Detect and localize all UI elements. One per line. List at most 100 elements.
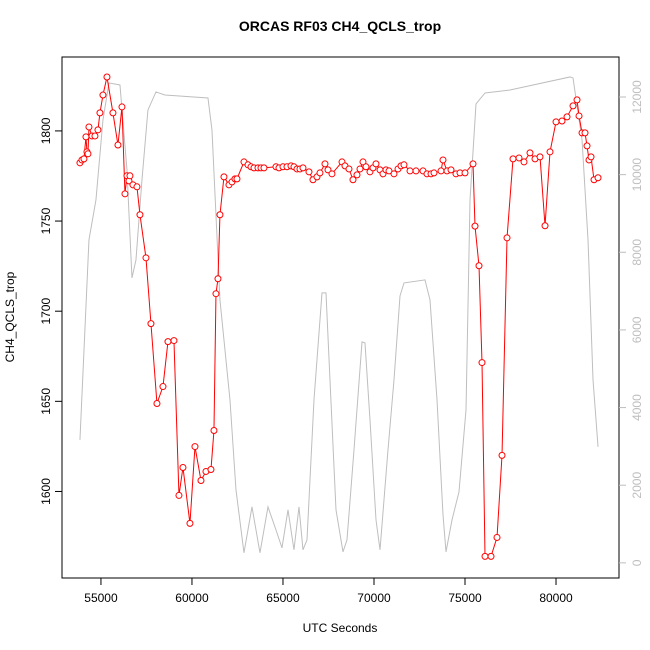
y2-tick-label: 4000 [630, 394, 644, 421]
data-point [385, 167, 393, 175]
data-point [406, 167, 414, 175]
data-point [321, 160, 329, 168]
data-point [175, 491, 183, 499]
data-point [345, 165, 353, 173]
data-point [299, 164, 307, 172]
data-point [503, 234, 511, 242]
x-tick-label: 65000 [266, 591, 300, 605]
data-point [359, 158, 367, 166]
data-point [153, 399, 161, 407]
data-point [164, 338, 172, 346]
data-point [400, 161, 408, 169]
data-point [121, 190, 129, 198]
data-point [212, 290, 220, 298]
data-point [569, 102, 577, 110]
data-point [353, 171, 361, 179]
data-point [493, 533, 501, 541]
data-point [179, 463, 187, 471]
data-point [412, 167, 420, 175]
data-point [356, 165, 364, 173]
data-point [197, 476, 205, 484]
y2-tick-label: 6000 [630, 316, 644, 343]
data-point [471, 222, 479, 230]
series-line [79, 76, 599, 557]
series-line [79, 76, 599, 553]
data-point [573, 96, 581, 104]
data-point [581, 129, 589, 137]
x-tick-label: 75000 [448, 591, 482, 605]
data-point [136, 211, 144, 219]
y-tick-label: 1650 [39, 388, 53, 415]
data-point [498, 451, 506, 459]
data-point [575, 112, 583, 120]
data-point [96, 109, 104, 117]
y2-tick-label: 10000 [630, 158, 644, 192]
data-point [536, 153, 544, 161]
data-point [362, 163, 370, 171]
data-point [159, 383, 167, 391]
data-point [80, 155, 88, 163]
x-tick-label: 55000 [84, 591, 118, 605]
data-point [207, 465, 215, 473]
y-tick-label: 1750 [39, 207, 53, 234]
data-point [91, 132, 99, 140]
data-point [316, 169, 324, 177]
data-point [541, 222, 549, 230]
data-point [191, 443, 199, 451]
data-point [447, 166, 455, 174]
data-point [461, 169, 469, 177]
data-point [437, 167, 445, 175]
data-point [558, 117, 566, 125]
data-point [118, 103, 126, 111]
data-point [82, 133, 90, 141]
data-point [233, 175, 241, 183]
data-point [390, 170, 398, 178]
data-point [133, 183, 141, 191]
data-point [509, 155, 517, 163]
y-tick-label: 1700 [39, 298, 53, 325]
data-point [594, 174, 602, 182]
x-tick-label: 60000 [175, 591, 209, 605]
chart-title: ORCAS RF03 CH4_QCLS_trop [239, 18, 441, 34]
data-point [147, 320, 155, 328]
data-point [260, 164, 268, 172]
data-point [220, 173, 228, 181]
data-point [126, 172, 134, 180]
y-tick-label: 1800 [39, 117, 53, 144]
data-point [214, 275, 222, 283]
data-point [85, 123, 93, 131]
data-point [475, 262, 483, 270]
data-point [305, 168, 313, 176]
data-point [142, 254, 150, 262]
data-point [526, 149, 534, 157]
y2-tick-label: 0 [630, 559, 644, 566]
x-tick-label: 80000 [539, 591, 573, 605]
data-point [372, 160, 380, 168]
data-point [216, 211, 224, 219]
x-axis-label: UTC Seconds [303, 621, 378, 635]
data-point [546, 148, 554, 156]
data-point [583, 142, 591, 150]
data-point [109, 109, 117, 117]
data-point [186, 519, 194, 527]
data-point [481, 552, 489, 560]
y2-tick-label: 12000 [630, 80, 644, 114]
data-point [94, 126, 102, 134]
data-point [114, 141, 122, 149]
y-tick-label: 1600 [39, 478, 53, 505]
data-point [515, 154, 523, 162]
data-point [520, 158, 528, 166]
data-point [563, 113, 571, 121]
data-point [328, 170, 336, 178]
y2-tick-label: 8000 [630, 239, 644, 266]
data-point [103, 73, 111, 81]
data-point [210, 427, 218, 435]
data-point [349, 176, 357, 184]
data-point [84, 150, 92, 158]
data-point [439, 156, 447, 164]
plot-frame [61, 56, 620, 579]
data-point [430, 169, 438, 177]
data-point [478, 359, 486, 367]
